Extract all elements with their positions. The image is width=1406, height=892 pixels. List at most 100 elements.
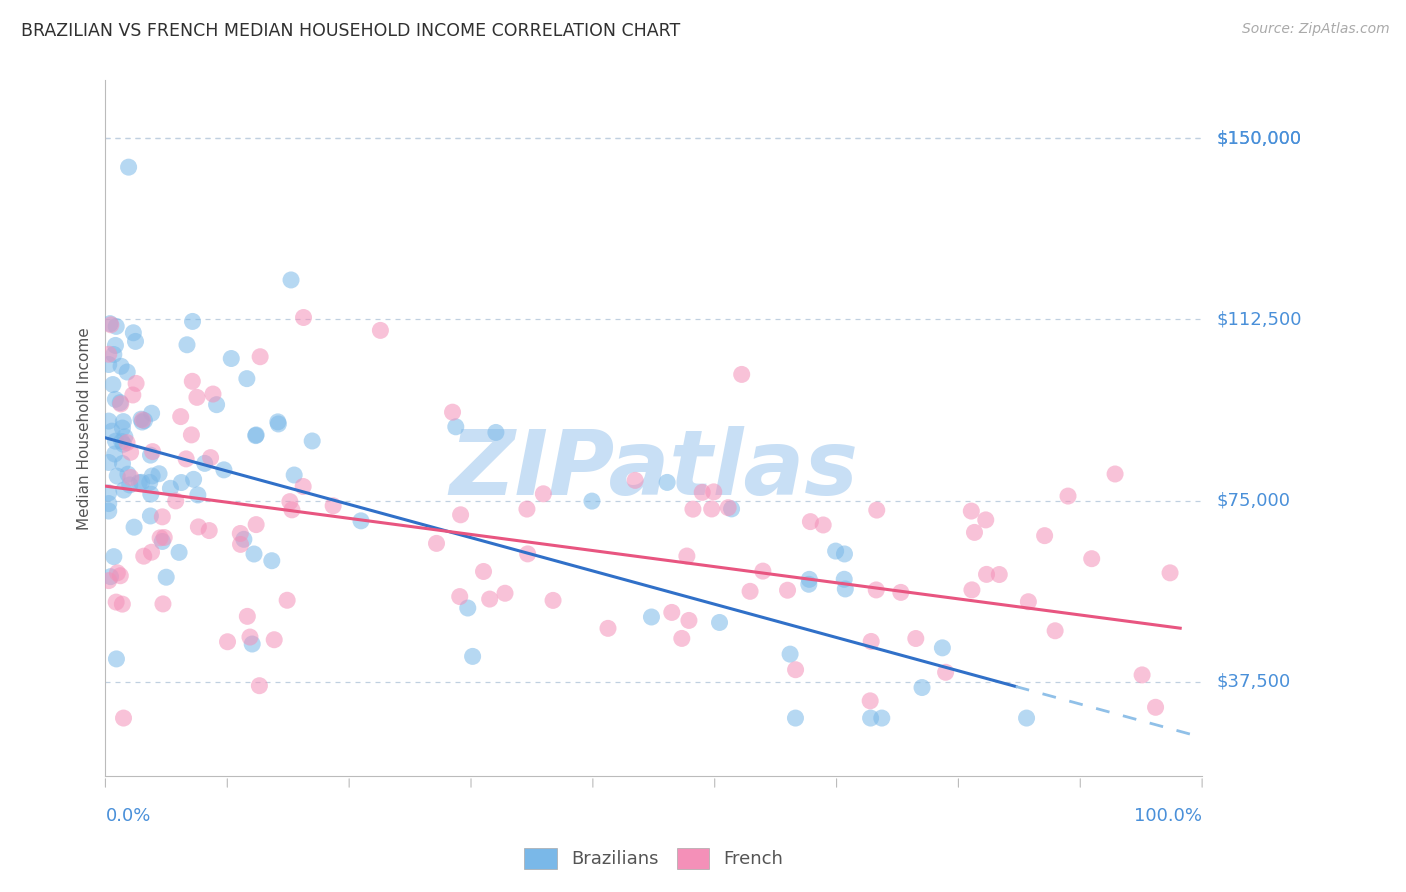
Text: 100.0%: 100.0%: [1135, 806, 1202, 824]
Text: $150,000: $150,000: [1216, 129, 1301, 147]
Point: [122, 326, 145, 340]
Point: [97, 455, 120, 469]
Point: [141, 469, 163, 483]
Point: [181, 314, 204, 328]
Point: [278, 494, 301, 508]
Point: [131, 415, 153, 429]
Point: [776, 583, 799, 598]
Point: [935, 665, 957, 680]
Point: [122, 520, 145, 534]
Point: [183, 472, 205, 486]
Text: $37,500: $37,500: [1216, 673, 1291, 690]
Point: [263, 632, 285, 647]
Point: [690, 485, 713, 500]
Point: [472, 565, 495, 579]
Point: [904, 632, 927, 646]
Point: [292, 310, 315, 325]
Point: [125, 376, 148, 391]
Point: [104, 392, 127, 407]
Point: [444, 419, 467, 434]
Point: [121, 388, 143, 402]
Point: [249, 350, 271, 364]
Point: [283, 468, 305, 483]
Point: [785, 711, 807, 725]
Point: [1104, 467, 1126, 481]
Point: [139, 487, 162, 501]
Text: Source: ZipAtlas.com: Source: ZipAtlas.com: [1241, 22, 1389, 37]
Point: [834, 582, 856, 596]
Point: [1015, 711, 1038, 725]
Point: [974, 513, 997, 527]
Point: [678, 614, 700, 628]
Point: [111, 434, 134, 449]
Text: $112,500: $112,500: [1216, 310, 1302, 328]
Point: [671, 632, 693, 646]
Point: [100, 569, 122, 583]
Point: [115, 435, 138, 450]
Point: [700, 502, 723, 516]
Point: [150, 534, 173, 549]
Point: [931, 640, 953, 655]
Point: [174, 451, 197, 466]
Point: [117, 160, 139, 174]
Point: [110, 397, 132, 411]
Point: [150, 509, 173, 524]
Point: [516, 502, 538, 516]
Point: [911, 681, 934, 695]
Point: [176, 338, 198, 352]
Point: [105, 469, 128, 483]
Point: [1080, 551, 1102, 566]
Point: [976, 567, 998, 582]
Point: [105, 595, 128, 609]
Point: [153, 531, 176, 545]
Point: [449, 590, 471, 604]
Point: [720, 501, 742, 516]
Point: [132, 549, 155, 564]
Point: [988, 567, 1011, 582]
Point: [865, 582, 887, 597]
Point: [1057, 489, 1080, 503]
Point: [105, 652, 128, 666]
Point: [229, 526, 252, 541]
Point: [186, 390, 208, 404]
Point: [531, 487, 554, 501]
Point: [245, 428, 267, 442]
Point: [115, 365, 138, 379]
Point: [152, 597, 174, 611]
Point: [709, 615, 731, 630]
Point: [280, 273, 302, 287]
Point: [112, 483, 135, 497]
Point: [105, 319, 128, 334]
Point: [731, 368, 754, 382]
Point: [1144, 700, 1167, 714]
Point: [217, 634, 239, 648]
Text: ZIPatlas: ZIPatlas: [450, 425, 858, 514]
Point: [141, 406, 163, 420]
Point: [779, 647, 801, 661]
Point: [104, 447, 127, 461]
Point: [112, 437, 135, 451]
Point: [243, 547, 266, 561]
Point: [141, 545, 163, 559]
Point: [97, 347, 120, 361]
Point: [236, 609, 259, 624]
Point: [661, 606, 683, 620]
Point: [97, 414, 120, 428]
Point: [350, 514, 373, 528]
Point: [187, 520, 209, 534]
Point: [129, 412, 152, 426]
Point: [717, 500, 740, 515]
Point: [148, 467, 170, 481]
Point: [104, 338, 127, 352]
Point: [322, 499, 344, 513]
Point: [1017, 595, 1039, 609]
Point: [103, 347, 125, 361]
Point: [219, 351, 242, 366]
Point: [834, 547, 856, 561]
Y-axis label: Median Household Income: Median Household Income: [76, 326, 91, 530]
Point: [200, 450, 222, 465]
Point: [240, 637, 263, 651]
Point: [165, 494, 187, 508]
Point: [194, 456, 217, 470]
Point: [118, 478, 141, 492]
